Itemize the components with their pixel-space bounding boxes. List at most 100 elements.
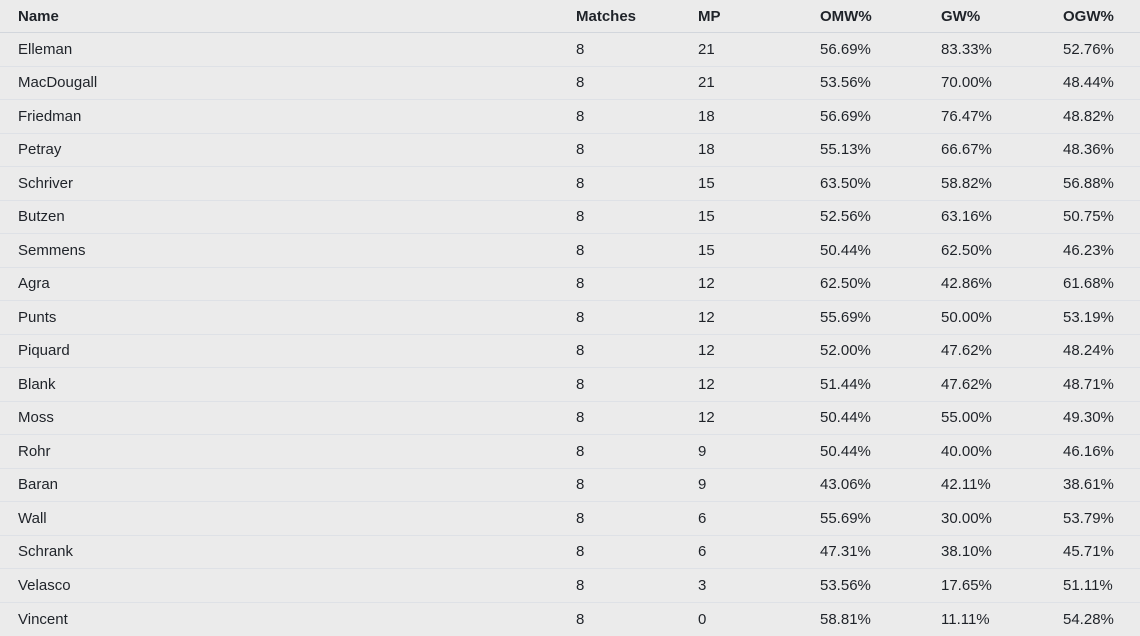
cell-ogw: 52.76% [1063,41,1114,57]
table-row[interactable]: Blank 8 12 51.44% 47.62% 48.71% [0,368,1140,402]
table-row[interactable]: Semmens 8 15 50.44% 62.50% 46.23% [0,234,1140,268]
cell-omw: 50.44% [820,242,871,258]
cell-omw: 43.06% [820,477,871,493]
table-row[interactable]: Friedman 8 18 56.69% 76.47% 48.82% [0,100,1140,134]
cell-gw: 62.50% [941,242,992,258]
cell-ogw: 53.19% [1063,309,1114,325]
cell-omw: 47.31% [820,544,871,560]
table-row[interactable]: Elleman 8 21 56.69% 83.33% 52.76% [0,33,1140,67]
cell-player-name: Schriver [18,175,74,191]
table-row[interactable]: Punts 8 12 55.69% 50.00% 53.19% [0,301,1140,335]
cell-matches: 8 [576,544,585,560]
table-row[interactable]: Schrank 8 6 47.31% 38.10% 45.71% [0,536,1140,569]
cell-matches: 8 [576,276,585,292]
cell-mp: 9 [698,443,707,459]
table-row[interactable]: Agra 8 12 62.50% 42.86% 61.68% [0,268,1140,301]
cell-player-name: Elleman [18,41,73,57]
cell-ogw: 46.16% [1063,443,1114,459]
cell-ogw: 61.68% [1063,276,1114,292]
cell-gw: 76.47% [941,108,992,124]
cell-player-name: Petray [18,142,62,158]
cell-omw: 55.69% [820,510,871,526]
cell-omw: 53.56% [820,577,871,593]
cell-mp: 18 [698,108,715,124]
table-row[interactable]: Rohr 8 9 50.44% 40.00% 46.16% [0,435,1140,469]
cell-matches: 8 [576,108,585,124]
cell-matches: 8 [576,175,585,191]
cell-mp: 18 [698,142,715,158]
table-row[interactable]: Baran 8 9 43.06% 42.11% 38.61% [0,469,1140,502]
cell-mp: 21 [698,41,715,57]
table-row[interactable]: Butzen 8 15 52.56% 63.16% 50.75% [0,201,1140,234]
cell-ogw: 53.79% [1063,510,1114,526]
cell-omw: 55.13% [820,142,871,158]
table-row[interactable]: Vincent 8 0 58.81% 11.11% 54.28% [0,603,1140,636]
cell-matches: 8 [576,510,585,526]
cell-gw: 47.62% [941,376,992,392]
cell-player-name: MacDougall [18,75,98,91]
cell-gw: 55.00% [941,410,992,426]
column-header-name[interactable]: Name [18,8,59,24]
cell-ogw: 54.28% [1063,611,1114,627]
cell-mp: 12 [698,410,715,426]
column-header-omw[interactable]: OMW% [820,8,872,24]
cell-matches: 8 [576,477,585,493]
cell-mp: 9 [698,477,707,493]
cell-omw: 56.69% [820,108,871,124]
cell-omw: 58.81% [820,611,871,627]
column-header-matches[interactable]: Matches [576,8,637,24]
cell-mp: 15 [698,242,715,258]
cell-player-name: Punts [18,309,57,325]
cell-ogw: 48.71% [1063,376,1114,392]
cell-ogw: 49.30% [1063,410,1114,426]
cell-gw: 17.65% [941,577,992,593]
cell-player-name: Piquard [18,343,70,359]
cell-matches: 8 [576,343,585,359]
cell-mp: 15 [698,175,715,191]
cell-player-name: Agra [18,276,50,292]
table-row[interactable]: Piquard 8 12 52.00% 47.62% 48.24% [0,335,1140,368]
cell-mp: 12 [698,309,715,325]
cell-matches: 8 [576,376,585,392]
cell-ogw: 38.61% [1063,477,1114,493]
cell-gw: 50.00% [941,309,992,325]
table-row[interactable]: Petray 8 18 55.13% 66.67% 48.36% [0,134,1140,167]
cell-player-name: Moss [18,410,54,426]
cell-omw: 55.69% [820,309,871,325]
table-row[interactable]: Schriver 8 15 63.50% 58.82% 56.88% [0,167,1140,201]
cell-gw: 66.67% [941,142,992,158]
cell-omw: 53.56% [820,75,871,91]
cell-gw: 40.00% [941,443,992,459]
cell-player-name: Vincent [18,611,68,627]
table-row[interactable]: Wall 8 6 55.69% 30.00% 53.79% [0,502,1140,536]
cell-player-name: Blank [18,376,56,392]
cell-omw: 56.69% [820,41,871,57]
table-row[interactable]: MacDougall 8 21 53.56% 70.00% 48.44% [0,67,1140,100]
cell-player-name: Friedman [18,108,82,124]
cell-omw: 63.50% [820,175,871,191]
table-row[interactable]: Moss 8 12 50.44% 55.00% 49.30% [0,402,1140,435]
cell-gw: 83.33% [941,41,992,57]
cell-player-name: Butzen [18,209,65,225]
table-header-row: Name Matches MP OMW% GW% OGW% [0,0,1140,33]
cell-matches: 8 [576,242,585,258]
cell-matches: 8 [576,142,585,158]
cell-gw: 11.11% [941,611,990,627]
cell-ogw: 45.71% [1063,544,1114,560]
cell-gw: 42.86% [941,276,992,292]
cell-player-name: Rohr [18,443,51,459]
column-header-ogw[interactable]: OGW% [1063,8,1114,24]
column-header-mp[interactable]: MP [698,8,721,24]
cell-player-name: Baran [18,477,59,493]
cell-matches: 8 [576,41,585,57]
cell-gw: 58.82% [941,175,992,191]
column-header-gw[interactable]: GW% [941,8,981,24]
cell-gw: 30.00% [941,510,992,526]
cell-ogw: 46.23% [1063,242,1114,258]
cell-mp: 12 [698,376,715,392]
table-row[interactable]: Velasco 8 3 53.56% 17.65% 51.11% [0,569,1140,603]
cell-gw: 38.10% [941,544,992,560]
cell-ogw: 48.82% [1063,108,1114,124]
cell-player-name: Wall [18,510,47,526]
